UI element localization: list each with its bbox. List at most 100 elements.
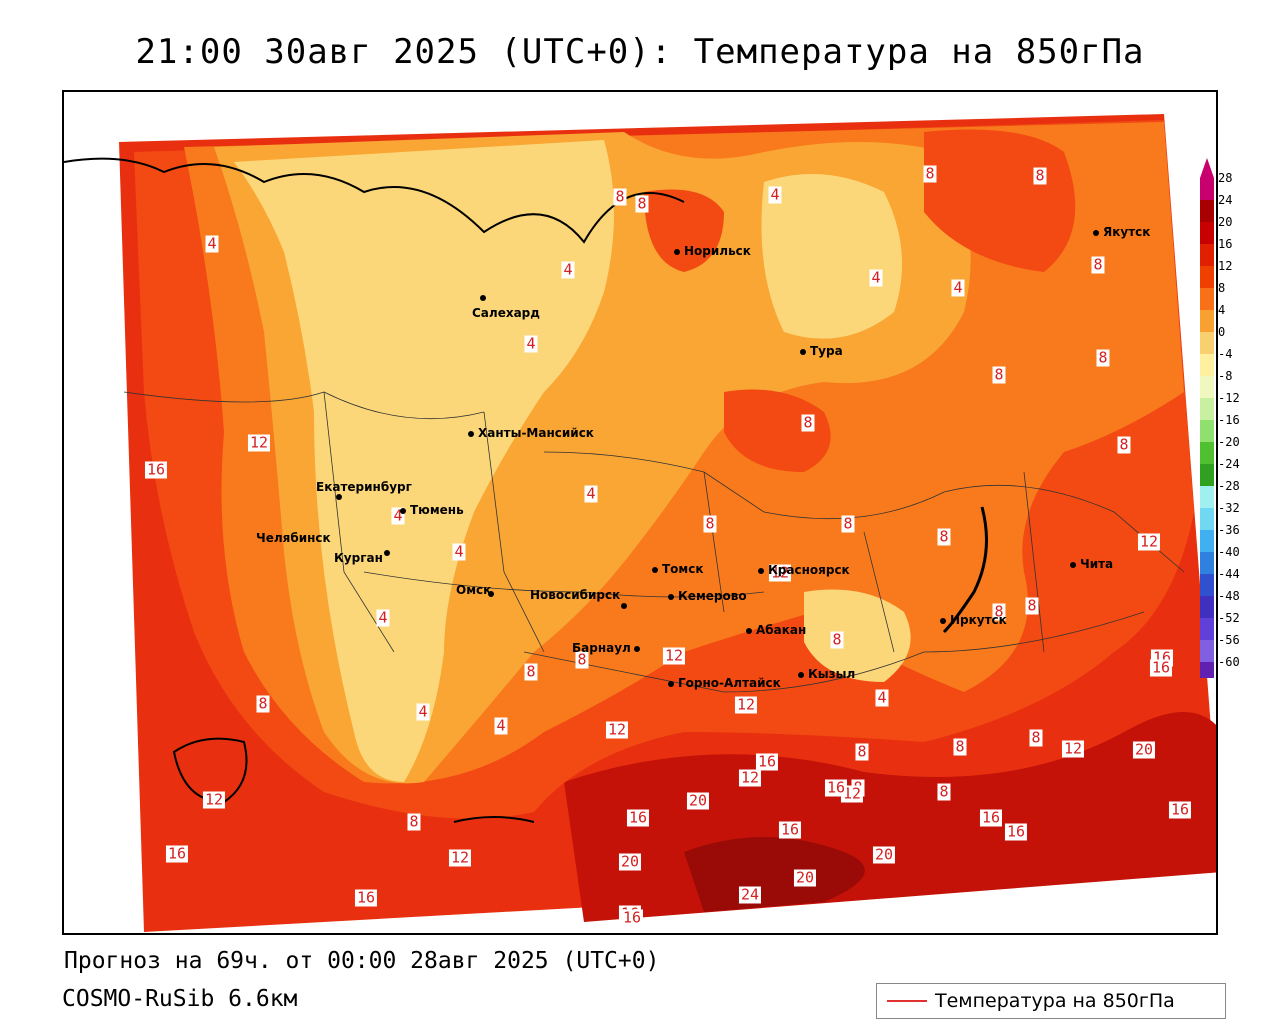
city-dot-icon <box>468 430 474 437</box>
scale-swatch <box>1200 640 1214 662</box>
contour-label: 12 <box>738 768 762 787</box>
city-label: Курган <box>334 551 383 565</box>
scale-tick-label: -4 <box>1218 347 1233 361</box>
scale-tick-label: -36 <box>1218 523 1240 537</box>
city-dot-icon <box>488 590 494 597</box>
contour-label: 20 <box>1132 740 1156 759</box>
scale-tick-label: -48 <box>1218 589 1240 603</box>
contour-label: 8 <box>407 812 421 831</box>
city-label: Иркутск <box>950 613 1007 627</box>
contour-label: 16 <box>755 752 779 771</box>
city-label: Салехард <box>472 306 540 320</box>
scale-swatch <box>1200 288 1214 310</box>
contour-label: 8 <box>575 650 589 669</box>
scale-swatch <box>1200 376 1214 398</box>
contour-label: 4 <box>584 484 598 503</box>
baikal-lake <box>942 506 988 634</box>
forecast-info: Прогноз на 69ч. от 00:00 28авг 2025 (UTC… <box>64 948 660 974</box>
scale-swatch <box>1200 398 1214 420</box>
color-scale-bar <box>1200 158 1214 678</box>
contour-label: 12 <box>1061 739 1085 758</box>
contour-label: 20 <box>872 845 896 864</box>
city-marker: Абакан <box>746 623 806 637</box>
city-dot-icon <box>800 348 806 355</box>
scale-tick-label: 4 <box>1218 303 1226 317</box>
scale-tick-label: -16 <box>1218 413 1240 427</box>
city-marker: Иркутск <box>940 613 1007 627</box>
contour-label: 8 <box>937 527 951 546</box>
city-marker: Екатеринбург <box>316 480 412 494</box>
city-dot-icon <box>758 567 764 574</box>
city-marker: Ханты-Мансийск <box>468 426 594 440</box>
scale-tick-label: -40 <box>1218 545 1240 559</box>
city-dot-icon <box>668 680 674 687</box>
contour-label: 12 <box>247 433 271 452</box>
temperature-map: 4 4 4 4 4 4 4 4 4 4 4 4 4 8 8 8 8 8 8 8 … <box>62 90 1218 935</box>
contour-label: 8 <box>953 737 967 756</box>
scale-swatch <box>1200 574 1214 596</box>
city-label: Кемерово <box>678 589 747 603</box>
scale-tick-label: 28 <box>1218 171 1233 185</box>
scale-swatch <box>1200 486 1214 508</box>
scale-tick-label: -20 <box>1218 435 1240 449</box>
city-label: Екатеринбург <box>316 480 412 494</box>
city-marker: Челябинск <box>256 531 331 545</box>
city-dot-icon <box>798 671 804 678</box>
field-0-east <box>761 174 902 339</box>
contour-label: 16 <box>1168 800 1192 819</box>
field-24 <box>684 837 865 912</box>
city-label: Якутск <box>1103 225 1151 239</box>
city-dot-icon <box>336 493 342 500</box>
scale-tick-label: 0 <box>1218 325 1226 339</box>
scale-swatch <box>1200 310 1214 332</box>
city-marker: Кемерово <box>668 589 747 603</box>
contour-label: 16 <box>354 888 378 907</box>
contour-label: 16 <box>620 908 644 927</box>
contour-label: 12 <box>662 646 686 665</box>
city-label: Тура <box>810 344 843 358</box>
contour-label: 8 <box>1029 728 1043 747</box>
scale-swatch <box>1200 618 1214 640</box>
city-dot-icon <box>674 248 680 255</box>
contour-label: 8 <box>1025 596 1039 615</box>
contour-label: 16 <box>778 820 802 839</box>
contour-label: 8 <box>992 365 1006 384</box>
city-dot-icon <box>621 602 627 609</box>
contour-label: 12 <box>734 695 758 714</box>
contour-label: 8 <box>1091 255 1105 274</box>
contour-label: 8 <box>855 742 869 761</box>
scale-tick-label: -52 <box>1218 611 1240 625</box>
city-dot-icon <box>746 627 752 634</box>
scale-swatch <box>1200 662 1214 678</box>
scale-swatch <box>1200 420 1214 442</box>
contour-label: 4 <box>524 334 538 353</box>
scale-swatch <box>1200 244 1214 266</box>
contour-label: 12 <box>768 563 792 582</box>
city-label: Томск <box>662 562 704 576</box>
contour-label: 8 <box>1096 348 1110 367</box>
contour-label: 16 <box>979 808 1003 827</box>
contour-label: 4 <box>205 234 219 253</box>
city-dot-icon <box>1093 229 1099 236</box>
contour-label: 24 <box>738 885 762 904</box>
contour-label: 8 <box>992 602 1006 621</box>
contour-label: 12 <box>1137 532 1161 551</box>
contour-label: 8 <box>613 187 627 206</box>
city-marker: Омск <box>456 583 491 597</box>
contour-label: 16 <box>1004 822 1028 841</box>
contour-label: 8 <box>524 662 538 681</box>
scale-tick-label: 8 <box>1218 281 1226 295</box>
map-fields <box>64 114 1216 932</box>
city-label: Барнаул <box>572 641 631 655</box>
city-dot-icon <box>480 294 486 301</box>
scale-tick-label: -8 <box>1218 369 1233 383</box>
color-scale: 28 24 20 16 12 8 4 0 -4 -8 -12 -16 -20 -24 -28 -32 -36 -4… <box>1198 158 1278 678</box>
legend-line-icon <box>887 1000 927 1002</box>
city-marker <box>336 489 346 503</box>
city-marker: Новосибирск <box>530 588 620 602</box>
map-legend: Температура на 850гПа <box>876 983 1226 1019</box>
city-label: Кызыл <box>808 667 856 681</box>
city-marker <box>384 545 394 559</box>
scale-swatch <box>1200 596 1214 618</box>
contour-label: 16 <box>1149 658 1173 677</box>
